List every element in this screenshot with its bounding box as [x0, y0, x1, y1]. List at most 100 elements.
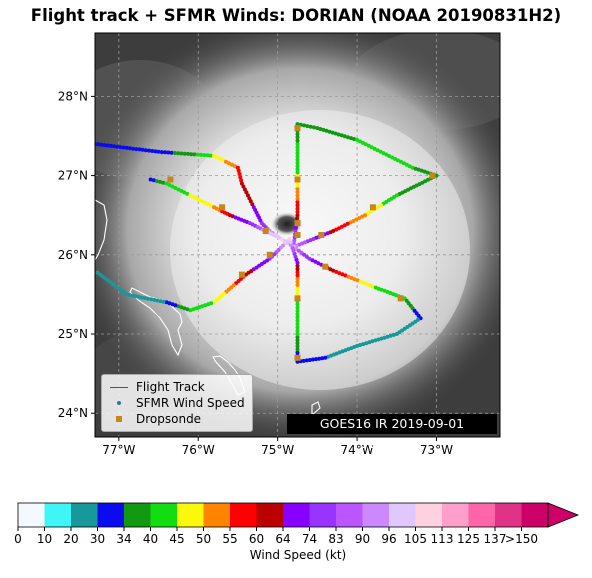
colorbar-tick-label: 96: [381, 532, 396, 546]
sfmr-point: [202, 153, 207, 158]
dropsonde-marker: [167, 176, 174, 183]
sfmr-point: [387, 154, 392, 158]
sfmr-point: [295, 350, 300, 355]
sfmr-point: [318, 127, 323, 131]
sfmr-point: [301, 358, 306, 363]
sfmr-point: [172, 151, 177, 155]
sfmr-point: [186, 151, 190, 156]
colorbar-swatch: [521, 503, 548, 527]
sfmr-point: [413, 166, 418, 171]
sfmr-point: [295, 322, 300, 327]
sfmr-point: [169, 150, 174, 155]
sfmr-point: [150, 149, 155, 153]
colorbar-swatch: [389, 503, 416, 527]
sfmr-point: [349, 136, 353, 141]
sfmr-point: [295, 305, 300, 310]
colorbar-swatch: [468, 503, 495, 527]
figure-title: Flight track + SFMR Winds: DORIAN (NOAA …: [30, 6, 562, 25]
sfmr-point: [337, 271, 342, 276]
sfmr-point: [189, 152, 194, 157]
sfmr-point: [200, 199, 205, 204]
sfmr-point: [164, 300, 169, 305]
sfmr-point: [102, 143, 107, 148]
sfmr-point: [295, 270, 300, 275]
sfmr-point: [385, 334, 390, 339]
sfmr-point: [388, 333, 393, 338]
sfmr-point: [227, 161, 231, 166]
sfmr-point: [127, 146, 132, 151]
sfmr-point: [305, 124, 310, 129]
colorbar-swatch: [177, 503, 204, 527]
sfmr-point: [323, 355, 328, 360]
dropsonde-marker: [238, 271, 245, 278]
sfmr-point: [310, 357, 315, 362]
sfmr-point: [343, 273, 348, 278]
colorbar-tick-label: 0: [14, 532, 22, 546]
sfmr-point: [391, 332, 396, 337]
line-icon: [108, 379, 130, 395]
sfmr-point: [340, 272, 345, 277]
sfmr-point: [289, 242, 294, 247]
dropsonde-marker: [369, 204, 376, 211]
sfmr-point: [133, 294, 138, 299]
sfmr-point: [167, 183, 172, 187]
colorbar-tick-label: 50: [196, 532, 211, 546]
sfmr-point: [149, 297, 154, 302]
sfmr-point: [295, 273, 300, 278]
sfmr-point: [108, 143, 113, 148]
sfmr-point: [352, 137, 356, 141]
sfmr-point: [307, 358, 312, 362]
sfmr-point: [154, 179, 159, 184]
sfmr-point: [349, 276, 354, 280]
sfmr-point: [295, 200, 300, 204]
map-legend: Flight Track SFMR Wind Speed Dropsonde: [101, 374, 253, 432]
sfmr-point: [209, 203, 214, 208]
sfmr-point: [161, 299, 166, 304]
sfmr-point: [239, 181, 244, 186]
sfmr-point: [367, 340, 372, 345]
sfmr-point: [295, 203, 300, 208]
sfmr-point: [140, 295, 144, 300]
sfmr-point: [238, 175, 243, 180]
sfmr-point: [363, 142, 368, 147]
lon-tick-label: 74°W: [340, 443, 373, 457]
dropsonde-marker: [294, 354, 301, 361]
colorbar-tick-label: 40: [143, 532, 158, 546]
sfmr-point: [295, 209, 300, 214]
sfmr-point: [112, 144, 117, 149]
sfmr-point: [398, 159, 403, 164]
lon-tick-label: 73°W: [420, 443, 453, 457]
sfmr-point: [307, 256, 312, 261]
sfmr-point: [361, 342, 366, 347]
dropsonde-marker: [429, 172, 436, 179]
sfmr-point: [295, 216, 300, 221]
sfmr-point: [358, 343, 363, 347]
sfmr-point: [375, 148, 380, 153]
sfmr-point: [208, 153, 213, 158]
sfmr-point: [355, 278, 360, 283]
colorbar-tick-label: 64: [275, 532, 290, 546]
colorbar-tick-label: 55: [222, 532, 237, 546]
sfmr-point: [239, 178, 244, 183]
colorbar-swatch: [97, 503, 124, 527]
sfmr-point: [295, 170, 300, 175]
sfmr-point: [155, 298, 160, 303]
sfmr-point: [244, 190, 249, 195]
sfmr-point: [339, 133, 344, 138]
sfmr-point: [295, 267, 300, 272]
dropsonde-marker: [294, 220, 301, 227]
colorbar-tick-label: 83: [328, 532, 343, 546]
sfmr-point: [295, 308, 300, 313]
sfmr-point: [295, 289, 300, 294]
sfmr-point: [295, 206, 300, 211]
sfmr-point: [295, 135, 300, 140]
sfmr-point: [364, 341, 369, 346]
colorbar: 0 10 20 30 34 40 45 50 55 60 64 74 83 90 96 105 113 125 13…: [14, 502, 580, 546]
lat-tick-label: 26°N: [58, 248, 88, 262]
sfmr-point: [314, 357, 318, 362]
dropsonde-marker: [219, 204, 226, 211]
dropsonde-marker: [322, 263, 329, 270]
sfmr-point: [176, 187, 181, 192]
sfmr-point: [224, 159, 228, 164]
sfmr-point: [182, 151, 187, 156]
